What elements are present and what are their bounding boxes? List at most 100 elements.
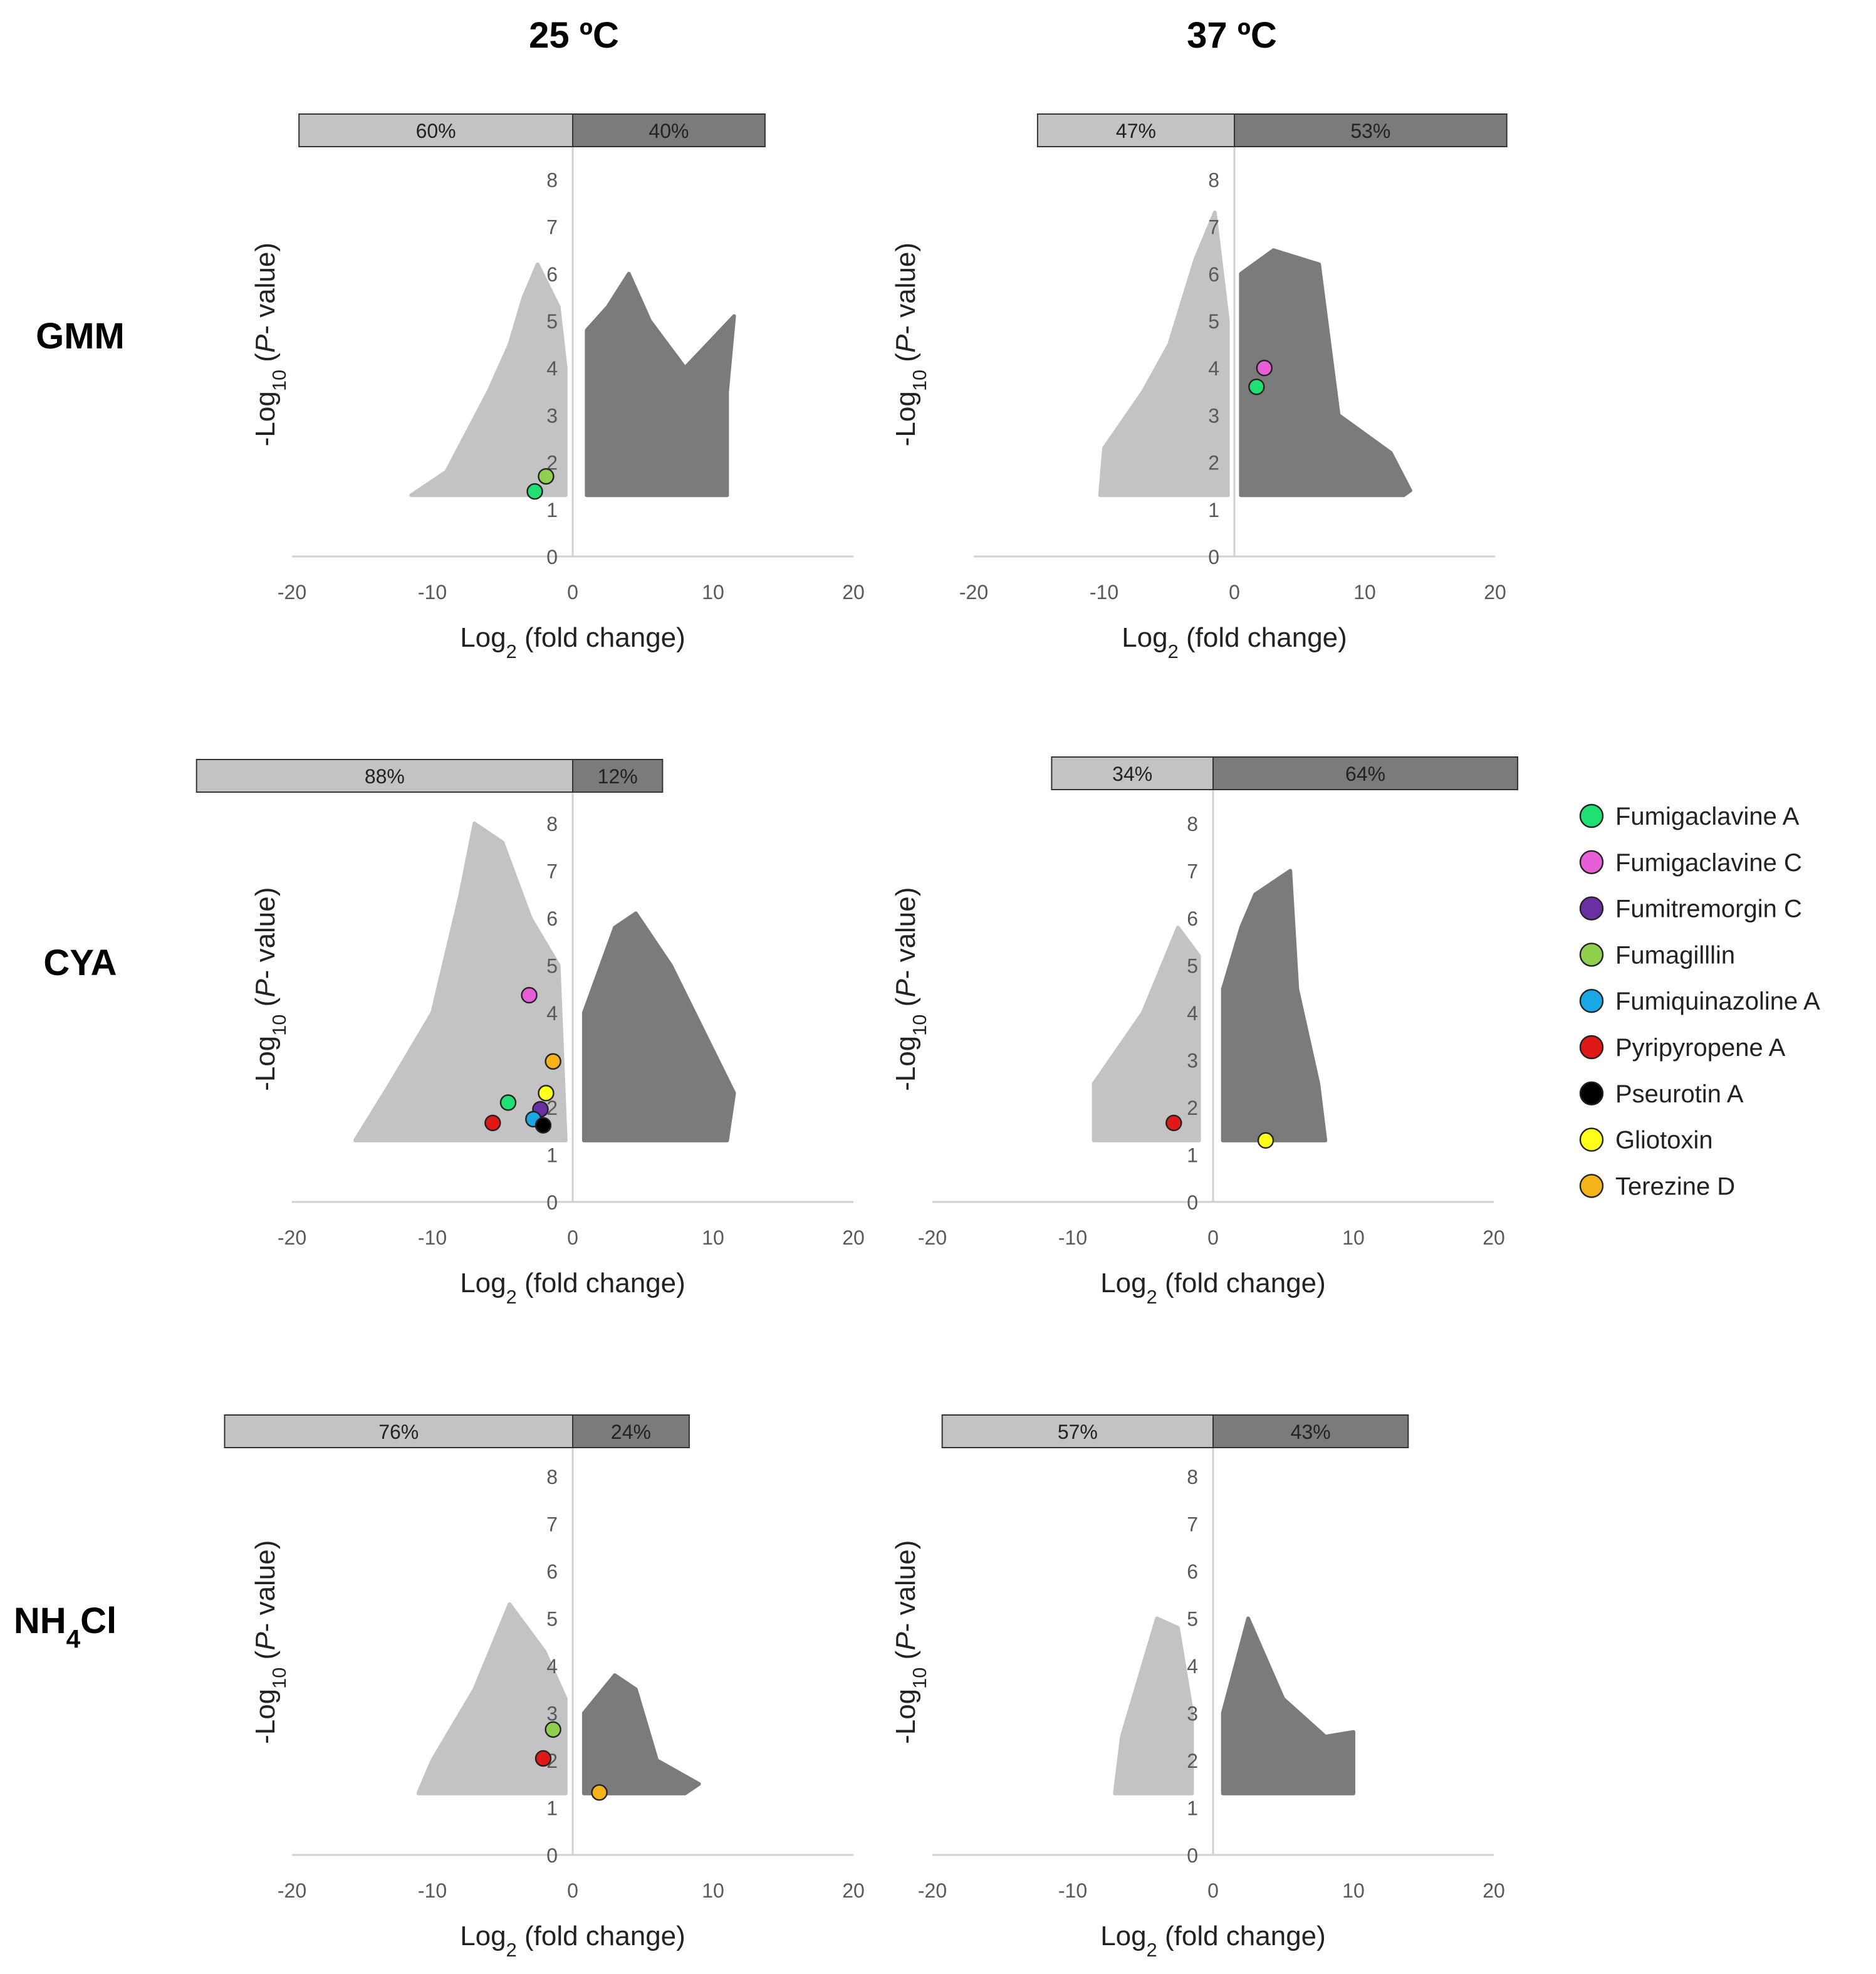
x-tick-label: 0 — [1207, 1879, 1219, 1902]
x-tick-label: -10 — [1090, 581, 1118, 603]
x-tick-label: 20 — [842, 581, 865, 603]
legend-marker — [1579, 988, 1604, 1013]
legend-label: Fumitremorgin C — [1615, 896, 1802, 923]
x-tick-label: 10 — [702, 1879, 724, 1902]
legend-marker — [1579, 1035, 1604, 1060]
y-tick-label: 3 — [546, 404, 558, 427]
label-part: 10 — [268, 370, 290, 391]
label-part: ( — [890, 997, 921, 1014]
x-tick-label: -20 — [278, 581, 306, 603]
y-tick-label: 0 — [546, 1191, 558, 1214]
label-part: P — [250, 1632, 281, 1651]
x-tick-label: -20 — [278, 1879, 306, 1902]
point-cloud — [1221, 1616, 1355, 1795]
label-part: - value) — [250, 243, 281, 335]
label-part: P — [890, 979, 921, 998]
percent-label: 76% — [378, 1421, 419, 1443]
y-tick-label: 7 — [546, 1513, 558, 1536]
x-axis-label: Log2 (fold change) — [460, 1921, 685, 1961]
percent-label: 53% — [1350, 120, 1390, 142]
label-part: (fold change) — [517, 1268, 685, 1298]
x-tick-label: 0 — [1229, 581, 1240, 603]
label-part: GMM — [36, 316, 125, 357]
y-tick-label: 8 — [546, 1466, 558, 1488]
legend-label: Terezine D — [1615, 1172, 1735, 1200]
x-tick-label: 10 — [702, 1226, 724, 1249]
x-tick-label: -10 — [418, 1226, 447, 1249]
percent-bar-segment — [941, 1414, 1214, 1448]
label-part: P — [890, 334, 921, 353]
legend-label: Pseurotin A — [1615, 1080, 1744, 1108]
y-tick-label: 0 — [1187, 1191, 1198, 1214]
y-tick-label: 2 — [1208, 452, 1219, 474]
point-cloud — [581, 911, 736, 1142]
compound-point — [538, 467, 555, 485]
label-part: (fold change) — [1179, 622, 1347, 653]
y-tick-label: 5 — [546, 1608, 558, 1631]
y-tick-label: 6 — [546, 907, 558, 930]
label-part: P — [250, 334, 281, 353]
label-part: NH — [14, 1601, 66, 1641]
compound-point — [538, 1085, 555, 1102]
y-tick-label: 1 — [1187, 1797, 1198, 1820]
x-tick-label: 20 — [1483, 1879, 1505, 1902]
legend-marker — [1579, 1127, 1604, 1152]
point-cloud — [416, 1602, 568, 1795]
legend-label: Pyripyropene A — [1615, 1034, 1786, 1062]
x-tick-label: 10 — [702, 581, 724, 603]
label-part: -Log — [890, 1036, 921, 1091]
percent-label: 12% — [598, 765, 638, 788]
label-part: 10 — [909, 370, 930, 391]
label-part: - value) — [250, 887, 281, 979]
label-part: 2 — [506, 640, 517, 662]
y-tick-label: 2 — [546, 452, 558, 474]
legend-marker — [1579, 850, 1604, 875]
row-header: GMM — [36, 316, 125, 357]
compound-point — [1256, 360, 1273, 377]
label-part: P — [890, 1632, 921, 1651]
label-part: P — [250, 979, 281, 998]
y-tick-label: 4 — [1187, 1655, 1198, 1678]
label-part: 10 — [909, 1015, 930, 1036]
row-header: CYA — [43, 943, 117, 983]
legend-label: Gliotoxin — [1615, 1127, 1713, 1154]
compound-point — [484, 1114, 501, 1132]
compound-point — [1248, 379, 1265, 395]
point-cloud — [409, 262, 568, 498]
y-tick-label: 6 — [546, 1560, 558, 1583]
percent-label: 34% — [1112, 763, 1152, 785]
legend-marker — [1579, 896, 1604, 921]
label-part: 2 — [1147, 1939, 1157, 1961]
y-tick-label: 3 — [546, 1703, 558, 1725]
point-cloud — [1098, 211, 1230, 498]
percent-label: 57% — [1058, 1421, 1098, 1443]
compound-point — [521, 986, 538, 1004]
x-axis-label: Log2 (fold change) — [1122, 622, 1347, 662]
y-tick-label: 4 — [1208, 357, 1219, 380]
percent-bar-segment — [1212, 756, 1519, 790]
label-part: -Log — [250, 391, 281, 446]
x-axis-label: Log2 (fold change) — [460, 622, 685, 662]
label-part: 2 — [1168, 640, 1179, 662]
column-header: 37 ºC — [1187, 15, 1277, 56]
y-tick-label: 8 — [1187, 1466, 1198, 1488]
label-part: ( — [250, 997, 281, 1014]
percent-bar-segment — [572, 759, 664, 793]
legend-marker — [1579, 943, 1604, 967]
y-tick-label: 7 — [1208, 216, 1219, 239]
y-tick-label: 7 — [546, 216, 558, 239]
label-part: ( — [890, 353, 921, 370]
compound-point — [1257, 1132, 1274, 1149]
point-cloud — [1092, 926, 1201, 1142]
legend-marker — [1579, 1081, 1604, 1106]
label-part: 4 — [66, 1624, 81, 1653]
legend-label: Fumigaclavine A — [1615, 803, 1800, 830]
y-tick-label: 8 — [546, 813, 558, 835]
x-tick-label: -20 — [918, 1226, 947, 1249]
y-tick-label: 1 — [546, 499, 558, 521]
y-axis-label: -Log10 (P- value) — [890, 1540, 930, 1744]
label-part: - value) — [890, 243, 921, 335]
y-tick-label: 4 — [546, 357, 558, 380]
label-part: -Log — [890, 391, 921, 446]
y-tick-label: 5 — [546, 955, 558, 978]
